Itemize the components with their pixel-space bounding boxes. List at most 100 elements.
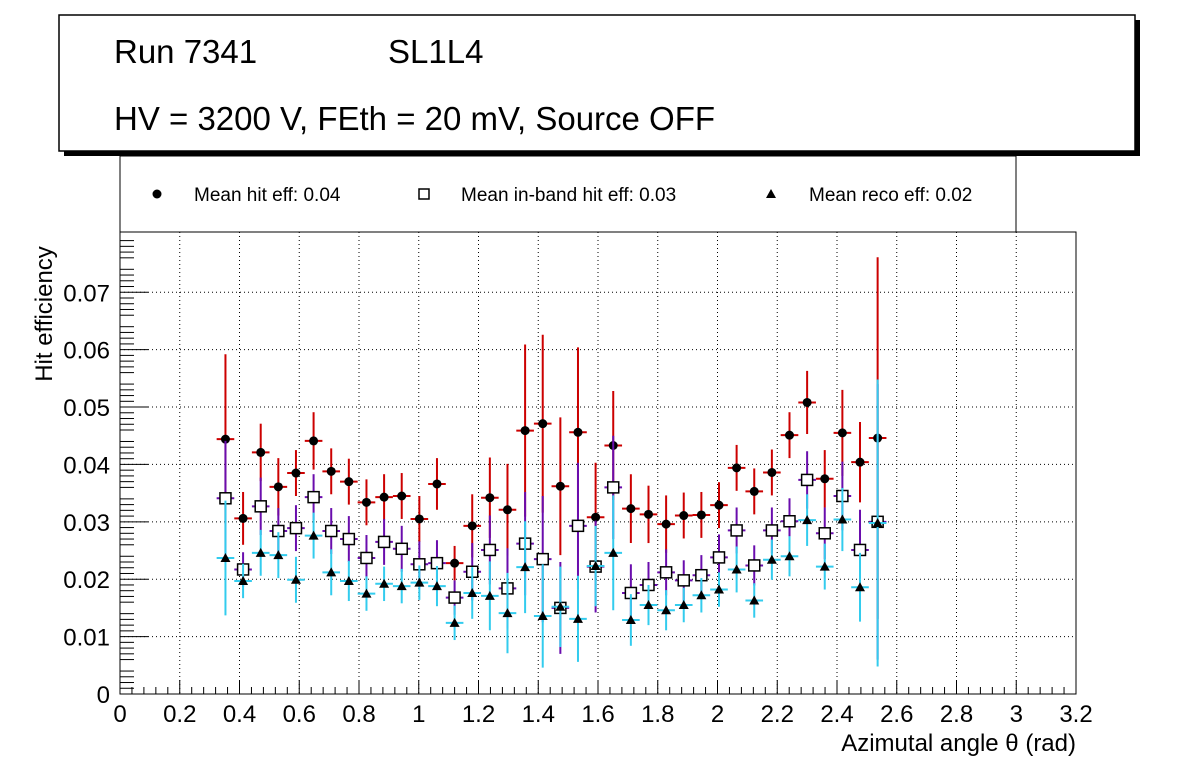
data-point-reco — [343, 575, 354, 585]
data-point-inband — [289, 521, 303, 535]
data-point-hit — [397, 491, 407, 501]
data-point-reco — [678, 600, 689, 610]
y-tick-label: 0.02 — [63, 567, 110, 594]
data-point-reco — [449, 617, 460, 627]
data-point-hit — [661, 519, 671, 529]
data-point-inband — [307, 490, 320, 504]
data-point-hit — [344, 477, 354, 487]
data-point-inband — [395, 542, 408, 556]
data-point-reco — [625, 614, 636, 624]
data-point-hit — [538, 419, 548, 429]
data-point-reco — [238, 575, 249, 585]
y-tick-label: 0.06 — [63, 338, 110, 365]
x-tick-label: 0 — [113, 701, 126, 728]
data-point-inband — [324, 524, 338, 538]
data-point-inband — [606, 481, 620, 494]
title-box: Run 7341 SL1L4 HV = 3200 V, FEth = 20 mV… — [58, 14, 1140, 156]
data-point-reco — [731, 564, 742, 574]
data-point-hit — [855, 457, 865, 467]
data-point-reco — [326, 567, 337, 577]
data-point-reco — [396, 581, 407, 591]
data-point-hit — [273, 482, 283, 492]
data-point-hit — [220, 434, 230, 444]
x-tick-label: 0.4 — [223, 701, 256, 728]
data-point-reco — [572, 613, 583, 623]
data-point-hit — [837, 428, 847, 438]
data-point-hit — [432, 479, 442, 489]
x-tick-label: 2.6 — [880, 701, 913, 728]
data-point-inband — [747, 559, 761, 572]
x-tick-label: 3 — [1010, 701, 1023, 728]
data-point-reco — [290, 574, 301, 584]
data-point-inband — [765, 524, 779, 537]
data-point-reco — [855, 582, 866, 592]
data-point-reco — [766, 554, 777, 564]
data-point-inband — [783, 515, 796, 528]
x-tick-label: 1.6 — [581, 701, 614, 728]
title-sl: SL1L4 — [388, 33, 483, 70]
data-point-reco — [361, 588, 372, 598]
data-point-inband — [677, 574, 690, 587]
legend-label-inband: Mean in-band hit eff: 0.03 — [461, 185, 676, 206]
data-point-reco — [802, 515, 813, 525]
data-point-hit — [291, 468, 301, 478]
data-point-reco — [590, 561, 601, 571]
data-point-hit — [414, 514, 424, 524]
legend-marker-inband — [418, 188, 430, 200]
data-point-inband — [712, 551, 726, 564]
y-tick-labels: 0 0.01 0.02 0.03 0.04 0.05 0.06 0.07 — [63, 280, 110, 709]
x-tick-label: 1.8 — [641, 701, 674, 728]
data-point-reco — [555, 601, 566, 611]
x-tick-label: 0.6 — [283, 701, 316, 728]
data-point-reco — [273, 550, 284, 560]
data-point-reco — [502, 608, 513, 618]
y-tick-label: 0.07 — [63, 280, 110, 307]
x-tick-label: 3.2 — [1059, 701, 1092, 728]
data-point-inband — [254, 500, 267, 513]
x-tick-label: 0.8 — [342, 701, 375, 728]
data-point-hit — [714, 500, 724, 510]
data-point-reco — [255, 547, 266, 557]
data-point-reco — [484, 590, 495, 600]
y-tick-label: 0 — [97, 682, 110, 709]
data-point-inband — [818, 527, 832, 540]
data-point-hit — [732, 463, 742, 473]
legend-marker-reco — [766, 189, 776, 198]
data-point-reco — [308, 530, 319, 540]
y-tick-label: 0.03 — [63, 510, 110, 537]
ticks — [119, 240, 1077, 695]
data-point-hit — [591, 512, 601, 522]
data-point-hit — [767, 467, 777, 477]
series-open-square — [216, 384, 887, 660]
x-tick-label: 1.2 — [462, 701, 495, 728]
data-point-reco — [749, 595, 760, 605]
data-point-hit — [309, 436, 319, 446]
title-conditions: HV = 3200 V, FEth = 20 mV, Source OFF — [114, 100, 715, 137]
data-point-reco — [819, 561, 830, 571]
y-tick-label: 0.01 — [63, 625, 110, 652]
data-point-inband — [483, 543, 497, 557]
data-point-inband — [730, 524, 743, 537]
legend-frame — [119, 155, 1017, 233]
data-point-hit — [679, 511, 689, 521]
data-point-inband — [342, 532, 356, 546]
data-point-inband — [659, 566, 673, 579]
data-point-hit — [502, 505, 512, 515]
data-point-reco — [467, 587, 478, 597]
data-point-reco — [414, 577, 425, 587]
data-point-reco — [837, 514, 848, 524]
data-point-inband — [536, 552, 549, 566]
data-point-inband — [360, 551, 373, 565]
data-series — [216, 257, 887, 668]
data-point-inband — [448, 591, 461, 604]
data-point-reco — [696, 590, 707, 600]
data-point-reco — [784, 551, 795, 561]
title-box-frame — [58, 14, 1136, 152]
x-tick-label: 2 — [711, 701, 724, 728]
data-point-hit — [467, 521, 477, 531]
series-triangle — [216, 379, 887, 668]
x-tick-label: 2.8 — [940, 701, 973, 728]
data-point-hit — [626, 504, 636, 514]
data-point-inband — [571, 519, 585, 533]
legend-label-hit: Mean hit eff: 0.04 — [194, 185, 341, 206]
